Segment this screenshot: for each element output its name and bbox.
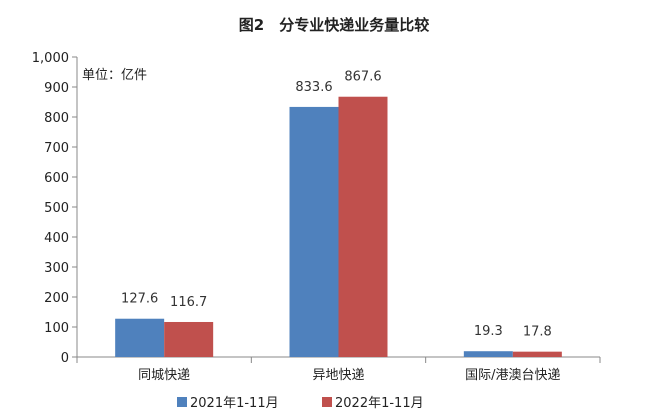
- data-label: 833.6: [295, 80, 332, 95]
- bar: [338, 96, 388, 357]
- bar: [115, 318, 165, 357]
- y-tick-label: 500: [44, 201, 69, 216]
- data-label: 116.7: [170, 295, 207, 310]
- y-tick-label: 900: [44, 81, 69, 96]
- legend: 2021年1-11月 2022年1-11月: [177, 396, 424, 411]
- bar: [512, 351, 562, 357]
- y-tick-label: 1,000: [32, 51, 69, 66]
- y-tick-label: 100: [44, 321, 69, 336]
- legend-swatch: [322, 397, 332, 407]
- legend-swatch: [177, 397, 187, 407]
- x-category-label: 同城快递: [138, 368, 190, 383]
- x-category-label: 国际/港澳台快递: [465, 367, 560, 383]
- y-tick-label: 800: [44, 111, 69, 126]
- y-tick-label: 700: [44, 141, 69, 156]
- y-tick-label: 400: [44, 231, 69, 246]
- y-tick-label: 600: [44, 171, 69, 186]
- axes: 0 100 200 300 400 500 600 700 800 900 1,000 同城快递 异地快…: [32, 51, 601, 383]
- data-label: 19.3: [474, 324, 503, 339]
- y-tick-label: 0: [61, 351, 69, 366]
- x-category-label: 异地快递: [312, 368, 364, 383]
- data-labels: 127.6 833.6 19.3 116.7 867.6 17.8: [121, 70, 552, 340]
- data-label: 127.6: [121, 292, 158, 307]
- bar: [463, 351, 513, 357]
- legend-label: 2021年1-11月: [190, 396, 279, 411]
- unit-label: 单位：亿件: [82, 68, 147, 83]
- bars: [115, 96, 562, 357]
- bar: [289, 106, 339, 357]
- bar: [164, 321, 214, 357]
- data-label: 867.6: [344, 70, 381, 85]
- y-tick-label: 200: [44, 291, 69, 306]
- y-tick-label: 300: [44, 261, 69, 276]
- data-label: 17.8: [523, 325, 552, 340]
- legend-label: 2022年1-11月: [335, 396, 424, 411]
- chart-title: 图2 分专业快递业务量比较: [239, 16, 429, 34]
